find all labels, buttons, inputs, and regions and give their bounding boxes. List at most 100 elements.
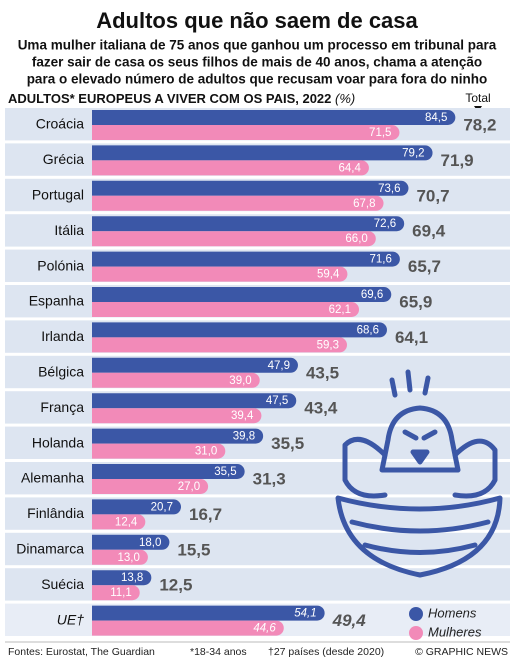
value-label: 44,6 xyxy=(253,623,276,635)
bar xyxy=(92,322,387,338)
value-label: 11,1 xyxy=(110,587,132,599)
bar xyxy=(92,534,170,550)
category-label: Grécia xyxy=(43,151,84,167)
heading-text: ADULTOS* EUROPEUS A VIVER COM OS PAIS, 2… xyxy=(8,91,331,106)
category-label: Portugal xyxy=(32,187,84,203)
bar xyxy=(92,160,369,176)
row-band xyxy=(5,462,510,495)
value-label: 27,0 xyxy=(178,481,200,493)
bar xyxy=(92,357,298,373)
value-label: 66,0 xyxy=(345,233,367,245)
total-label: 69,4 xyxy=(412,222,446,241)
bar xyxy=(92,266,348,282)
category-label: Irlanda xyxy=(41,328,84,344)
value-label: 13,0 xyxy=(118,552,140,564)
subtitle: fazer sair de casa os seus filhos de mai… xyxy=(32,55,482,70)
value-label: 35,5 xyxy=(214,466,236,478)
bar xyxy=(92,443,226,459)
total-label: 65,9 xyxy=(399,292,432,311)
total-label: 43,5 xyxy=(306,363,339,382)
bar xyxy=(92,337,347,353)
total-label: 35,5 xyxy=(271,434,304,453)
total-label: 31,3 xyxy=(253,469,286,488)
illustration xyxy=(335,369,503,578)
total-label: 43,4 xyxy=(304,399,338,418)
bar xyxy=(92,499,182,515)
legend-swatch xyxy=(409,626,423,640)
unit: (%) xyxy=(335,91,355,106)
alarm-lines xyxy=(389,369,431,398)
value-label: 39,8 xyxy=(233,431,255,443)
value-label: 47,9 xyxy=(268,360,290,372)
value-label: 62,1 xyxy=(329,304,351,316)
category-label: Holanda xyxy=(32,434,84,450)
subtitle: para o elevado número de adultos que rec… xyxy=(27,72,488,87)
category-label: UE† xyxy=(57,611,84,627)
category-label: Espanha xyxy=(29,293,84,309)
value-label: 64,4 xyxy=(339,162,362,174)
legend-label: Homens xyxy=(428,605,477,620)
value-label: 39,0 xyxy=(229,375,251,387)
bar xyxy=(92,195,384,211)
bar xyxy=(92,620,284,636)
bird-right xyxy=(452,438,498,499)
value-label: 59,3 xyxy=(317,339,339,351)
value-label: 69,6 xyxy=(361,289,383,301)
value-label: 72,6 xyxy=(374,218,396,230)
legend-swatch xyxy=(409,607,423,621)
bar xyxy=(92,393,297,409)
bar xyxy=(92,110,456,125)
bar xyxy=(92,585,140,601)
category-label: Bélgica xyxy=(38,364,84,380)
beak xyxy=(410,449,430,465)
bar xyxy=(92,514,146,530)
value-label: 84,5 xyxy=(425,112,447,124)
total-label: 16,7 xyxy=(189,505,222,524)
nest-lines xyxy=(349,519,491,555)
category-label: Polónia xyxy=(37,257,84,273)
source: Fontes: Eurostat, The Guardian xyxy=(8,646,155,658)
bar xyxy=(92,231,376,247)
legend-label: Mulheres xyxy=(428,624,482,639)
row-band xyxy=(5,532,510,566)
value-label: 12,4 xyxy=(115,516,138,528)
total-label: 70,7 xyxy=(416,186,449,205)
bird-left xyxy=(342,436,388,499)
value-label: 18,0 xyxy=(139,537,161,549)
brows xyxy=(402,429,438,441)
category-label: França xyxy=(40,399,84,415)
bar xyxy=(92,479,209,494)
value-label: 71,5 xyxy=(369,127,391,139)
note: *18-34 anos xyxy=(190,646,247,658)
total-label: 15,5 xyxy=(177,540,210,559)
total-label: 64,1 xyxy=(395,328,428,347)
bar xyxy=(92,287,392,302)
total-label: 12,5 xyxy=(159,576,192,595)
total-label: 71,9 xyxy=(441,151,474,170)
value-label: 79,2 xyxy=(402,147,424,159)
value-label: 13,8 xyxy=(121,572,143,584)
value-label: 71,6 xyxy=(369,254,391,266)
bar xyxy=(92,125,400,140)
category-label: Croácia xyxy=(36,116,84,132)
credit: © GRAPHIC NEWS xyxy=(415,646,508,658)
row-band xyxy=(5,497,510,530)
nest xyxy=(335,495,503,578)
chart-title: Adultos que não saem de casa xyxy=(96,8,418,33)
total-label: 65,7 xyxy=(408,257,441,276)
bar xyxy=(92,464,245,479)
value-label: 47,5 xyxy=(266,395,288,407)
bar xyxy=(92,251,400,267)
value-label: 54,1 xyxy=(294,608,316,620)
bar xyxy=(92,145,433,161)
subtitle: Uma mulher italiana de 75 anos que ganho… xyxy=(18,38,497,53)
total-header: Total xyxy=(465,91,490,105)
bar xyxy=(92,302,360,317)
value-label: 73,6 xyxy=(378,183,400,195)
value-label: 31,0 xyxy=(195,446,217,458)
category-label: Dinamarca xyxy=(16,541,84,557)
total-label: 78,2 xyxy=(463,115,496,134)
value-label: 39,4 xyxy=(231,410,254,422)
category-label: Alemanha xyxy=(21,470,84,486)
